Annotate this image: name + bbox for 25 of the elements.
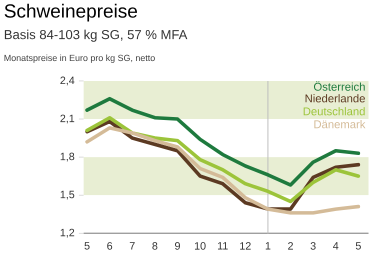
x-tick-label: 2	[288, 242, 293, 250]
x-tick-label: 7	[130, 242, 135, 250]
text: Österreich	[314, 81, 365, 91]
x-tick-label: 12	[240, 242, 251, 250]
x-tick-label: 4	[333, 242, 338, 250]
x-tick-label: 5	[356, 242, 361, 250]
x-tick-label: 10	[194, 242, 206, 250]
y-tick-label: 2,1	[60, 114, 74, 124]
x-tick-label: 11	[218, 242, 228, 250]
text: Niederlande	[306, 94, 365, 102]
text: Monatspreise in Euro pro kg SG, netto	[4, 54, 155, 63]
chart-title: Schweinepreise	[4, 4, 137, 22]
x-tick-label: 9	[175, 242, 180, 250]
y-tick-label: 1,5	[60, 190, 74, 200]
y-tick-label: 2,4	[60, 76, 74, 86]
chart-subtitle: Basis 84-103 kg SG, 57 % MFA	[4, 30, 188, 42]
y-tick-label: 1,2	[60, 228, 74, 238]
x-tick-label: 5	[84, 242, 90, 250]
x-tick-label: 1	[266, 242, 270, 250]
x-tick-label: 6	[107, 242, 112, 250]
y-tick-label: 1,8	[60, 152, 74, 162]
text: Dänemark	[314, 120, 366, 128]
text: Deutschland	[304, 107, 365, 116]
x-tick-label: 3	[310, 242, 316, 250]
x-tick-label: 8	[152, 242, 158, 250]
